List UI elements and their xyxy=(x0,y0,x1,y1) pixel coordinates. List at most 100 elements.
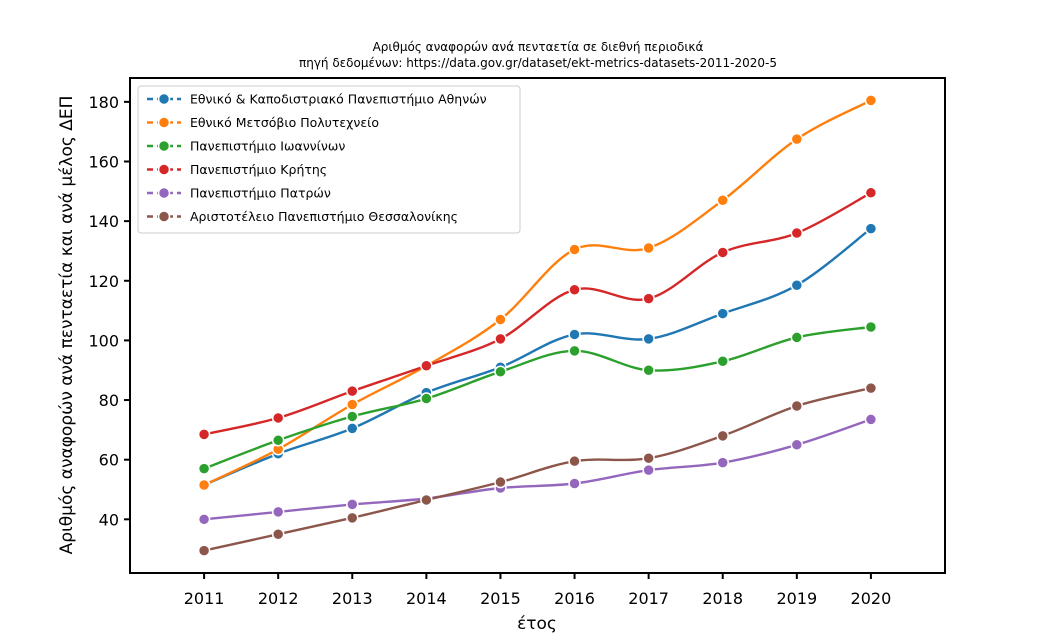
data-point xyxy=(494,332,507,346)
data-point xyxy=(271,434,285,447)
series-line xyxy=(203,191,872,436)
y-tick-label: 180 xyxy=(88,93,119,112)
legend-marker xyxy=(157,92,171,106)
chart-title: Αριθμός αναφορών ανά πενταετία σε διεθνή… xyxy=(373,40,704,54)
legend-entry: Εθνικό Μετσόβιο Πολυτεχνείο xyxy=(147,115,379,130)
data-point xyxy=(716,246,729,259)
data-point xyxy=(494,365,507,378)
legend-label: Πανεπιστήμιο Ιωαννίνων xyxy=(190,139,345,154)
x-tick-label: 2019 xyxy=(776,589,817,608)
legend-label: Πανεπιστήμιο Κρήτης xyxy=(190,162,327,177)
x-tick-label: 2020 xyxy=(851,589,892,608)
data-point xyxy=(197,462,211,475)
data-point xyxy=(790,132,804,146)
data-point xyxy=(346,422,359,435)
data-point xyxy=(790,278,804,292)
series-line xyxy=(203,418,872,521)
legend-label: Αριστοτέλειο Πανεπιστήμιο Θεσσαλονίκης xyxy=(190,209,458,224)
series-4 xyxy=(197,413,878,526)
data-point xyxy=(642,332,655,346)
data-point xyxy=(568,328,581,341)
y-tick-label: 120 xyxy=(88,272,119,291)
data-point xyxy=(790,438,804,452)
legend-marker xyxy=(157,139,171,153)
x-axis: 2011 2012 2013 2014 2015 2016 2017 2018 2019 2020 xyxy=(184,573,892,608)
series-layer xyxy=(197,94,878,557)
data-point xyxy=(420,359,433,373)
data-point xyxy=(642,451,655,465)
chart-subtitle: πηγή δεδομένων: https://data.gov.gr/data… xyxy=(299,56,777,70)
data-point xyxy=(346,384,359,398)
data-point xyxy=(864,413,878,426)
legend-label: Εθνικό & Καποδιστριακό Πανεπιστήμιο Αθην… xyxy=(190,92,487,107)
data-point xyxy=(790,331,804,344)
legend-entry: Πανεπιστήμιο Ιωαννίνων xyxy=(147,139,345,154)
data-point xyxy=(790,399,804,413)
data-point xyxy=(716,429,729,443)
x-axis-label: έτος xyxy=(517,614,557,634)
x-tick-label: 2015 xyxy=(480,589,521,608)
data-point xyxy=(346,511,359,525)
y-tick-label: 140 xyxy=(88,212,119,231)
data-point xyxy=(197,428,211,441)
series-2 xyxy=(197,320,878,475)
legend-marker xyxy=(157,186,171,200)
data-point xyxy=(197,478,211,492)
series-line xyxy=(203,386,872,552)
y-tick-label: 160 xyxy=(88,152,119,171)
legend-marker xyxy=(157,116,171,129)
data-point xyxy=(271,411,285,425)
data-point xyxy=(864,94,878,107)
x-tick-label: 2016 xyxy=(554,589,595,608)
data-point xyxy=(642,241,655,255)
y-tick-label: 60 xyxy=(99,451,119,470)
data-point xyxy=(346,398,359,411)
y-tick-label: 40 xyxy=(99,510,119,529)
series-5 xyxy=(197,381,878,557)
data-point xyxy=(346,410,359,423)
data-point xyxy=(716,456,729,469)
data-point xyxy=(864,320,878,334)
data-point xyxy=(271,505,285,519)
legend-label: Εθνικό Μετσόβιο Πολυτεχνείο xyxy=(190,115,379,130)
data-point xyxy=(568,477,581,490)
plot-frame xyxy=(129,77,946,574)
legend-marker xyxy=(157,210,171,223)
data-point xyxy=(346,498,359,511)
data-point xyxy=(568,344,581,358)
x-tick-label: 2011 xyxy=(184,589,225,608)
x-tick-label: 2018 xyxy=(702,589,743,608)
data-point xyxy=(568,243,581,256)
data-point xyxy=(494,475,507,489)
data-point xyxy=(568,283,581,296)
y-axis: 40 60 80 100 120 140 160 180 xyxy=(88,93,130,529)
data-point xyxy=(494,313,507,326)
data-point xyxy=(864,222,878,235)
legend-box xyxy=(137,85,521,234)
legend-entry: Πανεπιστήμιο Πατρών xyxy=(147,186,331,201)
series-line xyxy=(203,325,872,470)
data-point xyxy=(790,226,804,240)
data-point xyxy=(716,194,729,207)
x-tick-label: 2013 xyxy=(332,589,373,608)
series-3 xyxy=(197,186,878,441)
data-point xyxy=(716,355,729,368)
data-point xyxy=(271,527,285,541)
legend-entry: Πανεπιστήμιο Κρήτης xyxy=(147,162,327,177)
data-point xyxy=(568,454,581,468)
data-point xyxy=(642,463,655,477)
legend-entry: Εθνικό & Καποδιστριακό Πανεπιστήμιο Αθην… xyxy=(147,92,487,107)
legend-entry: Αριστοτέλειο Πανεπιστήμιο Θεσσαλονίκης xyxy=(147,209,458,224)
data-point xyxy=(642,292,655,305)
series-line xyxy=(203,227,872,487)
data-point xyxy=(864,186,878,200)
data-point xyxy=(642,363,655,377)
data-point xyxy=(197,513,211,526)
legend: Εθνικό & Καποδιστριακό Πανεπιστήμιο Αθην… xyxy=(137,85,521,234)
y-tick-label: 100 xyxy=(88,331,119,350)
data-point xyxy=(864,381,878,395)
data-point xyxy=(420,493,433,507)
legend-marker xyxy=(157,163,171,176)
x-tick-label: 2012 xyxy=(258,589,299,608)
y-axis-label: Αριθμός αναφορών ανά πενταετία και ανά μ… xyxy=(57,96,77,555)
